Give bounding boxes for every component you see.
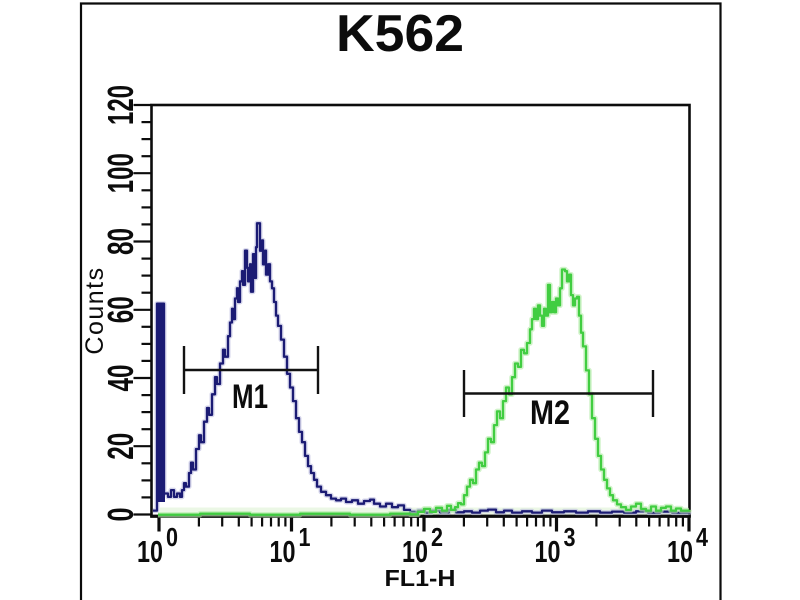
svg-text:Counts: Counts — [81, 266, 109, 354]
svg-text:1: 1 — [299, 522, 311, 552]
svg-text:3: 3 — [564, 522, 576, 552]
svg-text:FL1-H: FL1-H — [385, 565, 456, 591]
svg-text:2: 2 — [431, 522, 443, 552]
svg-text:10: 10 — [535, 534, 561, 569]
svg-text:100: 100 — [100, 153, 141, 193]
svg-text:0: 0 — [166, 522, 178, 552]
svg-text:60: 60 — [100, 296, 141, 323]
svg-text:40: 40 — [100, 365, 141, 392]
svg-text:0: 0 — [100, 508, 141, 522]
svg-text:20: 20 — [100, 433, 141, 460]
svg-text:K562: K562 — [336, 5, 464, 63]
svg-text:10: 10 — [402, 534, 428, 569]
svg-text:10: 10 — [137, 534, 163, 569]
svg-text:120: 120 — [100, 85, 141, 125]
svg-text:M2: M2 — [530, 394, 570, 432]
svg-text:4: 4 — [696, 522, 708, 552]
svg-text:10: 10 — [667, 534, 693, 569]
svg-text:80: 80 — [100, 228, 141, 255]
svg-text:10: 10 — [270, 534, 296, 569]
svg-text:M1: M1 — [232, 378, 268, 416]
